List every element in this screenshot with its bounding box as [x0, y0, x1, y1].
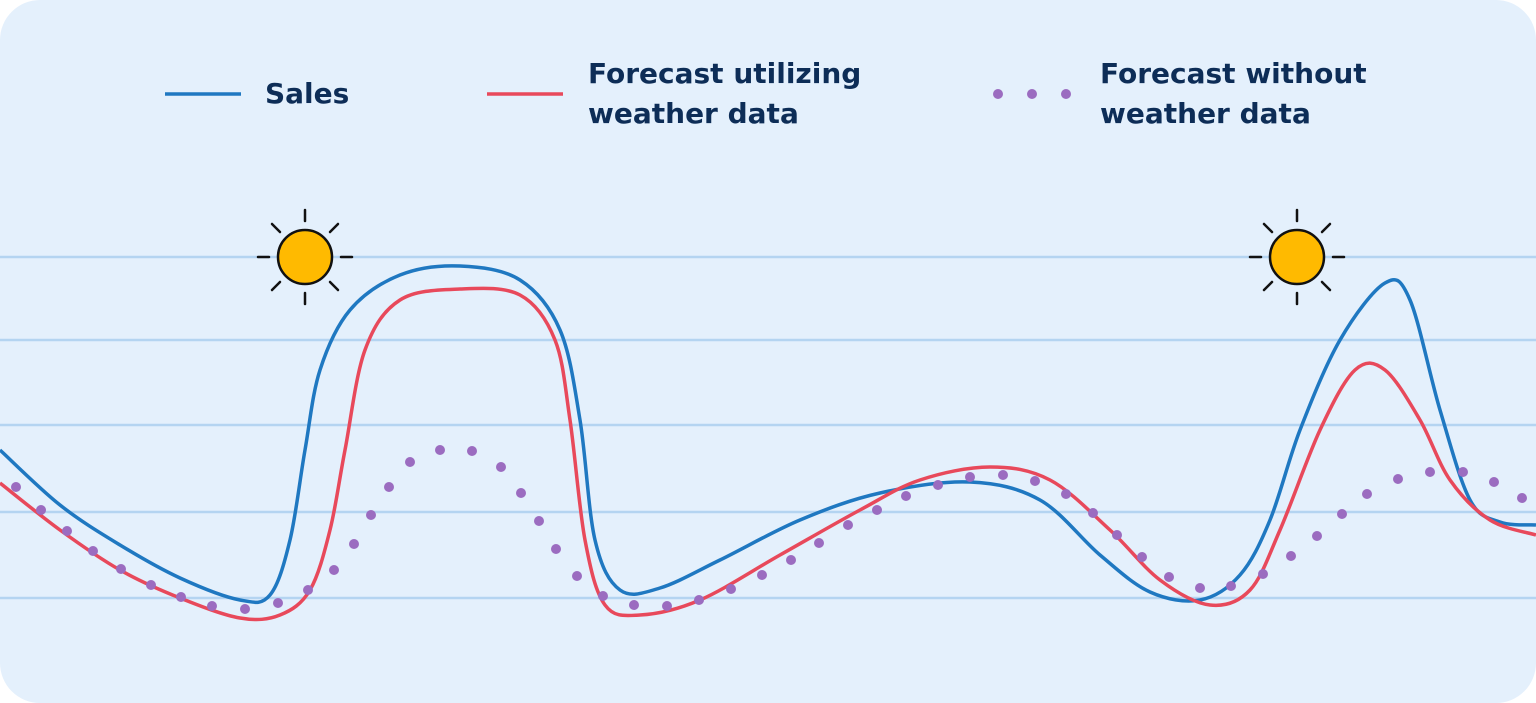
- data-dot: [435, 445, 445, 455]
- legend-label: Sales: [265, 77, 350, 110]
- data-dot: [36, 505, 46, 515]
- data-dot: [240, 604, 250, 614]
- data-dot: [572, 571, 582, 581]
- data-dot: [496, 462, 506, 472]
- data-dot: [366, 510, 376, 520]
- data-dot: [88, 546, 98, 556]
- data-dot: [116, 564, 126, 574]
- legend-marker: [1027, 89, 1037, 99]
- data-dot: [965, 472, 975, 482]
- data-dot: [1286, 551, 1296, 561]
- data-dot: [384, 482, 394, 492]
- data-dot: [726, 584, 736, 594]
- data-dot: [933, 480, 943, 490]
- data-dot: [1030, 476, 1040, 486]
- data-dot: [1312, 531, 1322, 541]
- data-dot: [516, 488, 526, 498]
- data-dot: [146, 580, 156, 590]
- data-dot: [843, 520, 853, 530]
- data-dot: [467, 446, 477, 456]
- data-dot: [303, 585, 313, 595]
- data-dot: [273, 598, 283, 608]
- data-dot: [814, 538, 824, 548]
- legend-label: Forecast without weather data: [1100, 57, 1367, 130]
- data-dot: [901, 491, 911, 501]
- data-dot: [349, 539, 359, 549]
- data-dot: [1164, 572, 1174, 582]
- data-dot: [1088, 508, 1098, 518]
- data-dot: [62, 526, 72, 536]
- data-dot: [1258, 569, 1268, 579]
- data-dot: [598, 591, 608, 601]
- data-dot: [534, 516, 544, 526]
- data-dot: [1425, 467, 1435, 477]
- data-dot: [629, 600, 639, 610]
- data-dot: [1393, 474, 1403, 484]
- data-dot: [1061, 489, 1071, 499]
- data-dot: [1489, 477, 1499, 487]
- data-dot: [176, 592, 186, 602]
- legend-marker: [993, 89, 1003, 99]
- legend-label: Forecast utilizing weather data: [588, 57, 862, 130]
- legend-marker: [1061, 89, 1071, 99]
- sun-icon: [1248, 208, 1346, 306]
- data-dot: [1226, 581, 1236, 591]
- data-dot: [662, 601, 672, 611]
- data-dot: [1362, 489, 1372, 499]
- data-dot: [1337, 509, 1347, 519]
- data-dot: [405, 457, 415, 467]
- data-dot: [11, 482, 21, 492]
- data-dot: [207, 601, 217, 611]
- data-dot: [872, 505, 882, 515]
- data-dot: [1112, 530, 1122, 540]
- data-dot: [757, 570, 767, 580]
- data-dot: [329, 565, 339, 575]
- data-dot: [1517, 493, 1527, 503]
- data-dot: [1195, 583, 1205, 593]
- data-dot: [1137, 552, 1147, 562]
- data-dot: [786, 555, 796, 565]
- series-line: [0, 264, 1536, 605]
- data-dot: [551, 544, 561, 554]
- data-dot: [1458, 467, 1468, 477]
- sun-icon: [256, 208, 354, 306]
- data-dot: [998, 470, 1008, 480]
- data-dot: [694, 595, 704, 605]
